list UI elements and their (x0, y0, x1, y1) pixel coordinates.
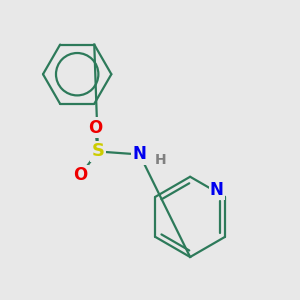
Text: O: O (73, 166, 87, 184)
Text: H: H (154, 152, 166, 167)
Text: O: O (88, 119, 102, 137)
Text: S: S (92, 142, 104, 160)
Text: N: N (133, 146, 146, 164)
Text: N: N (210, 181, 224, 199)
